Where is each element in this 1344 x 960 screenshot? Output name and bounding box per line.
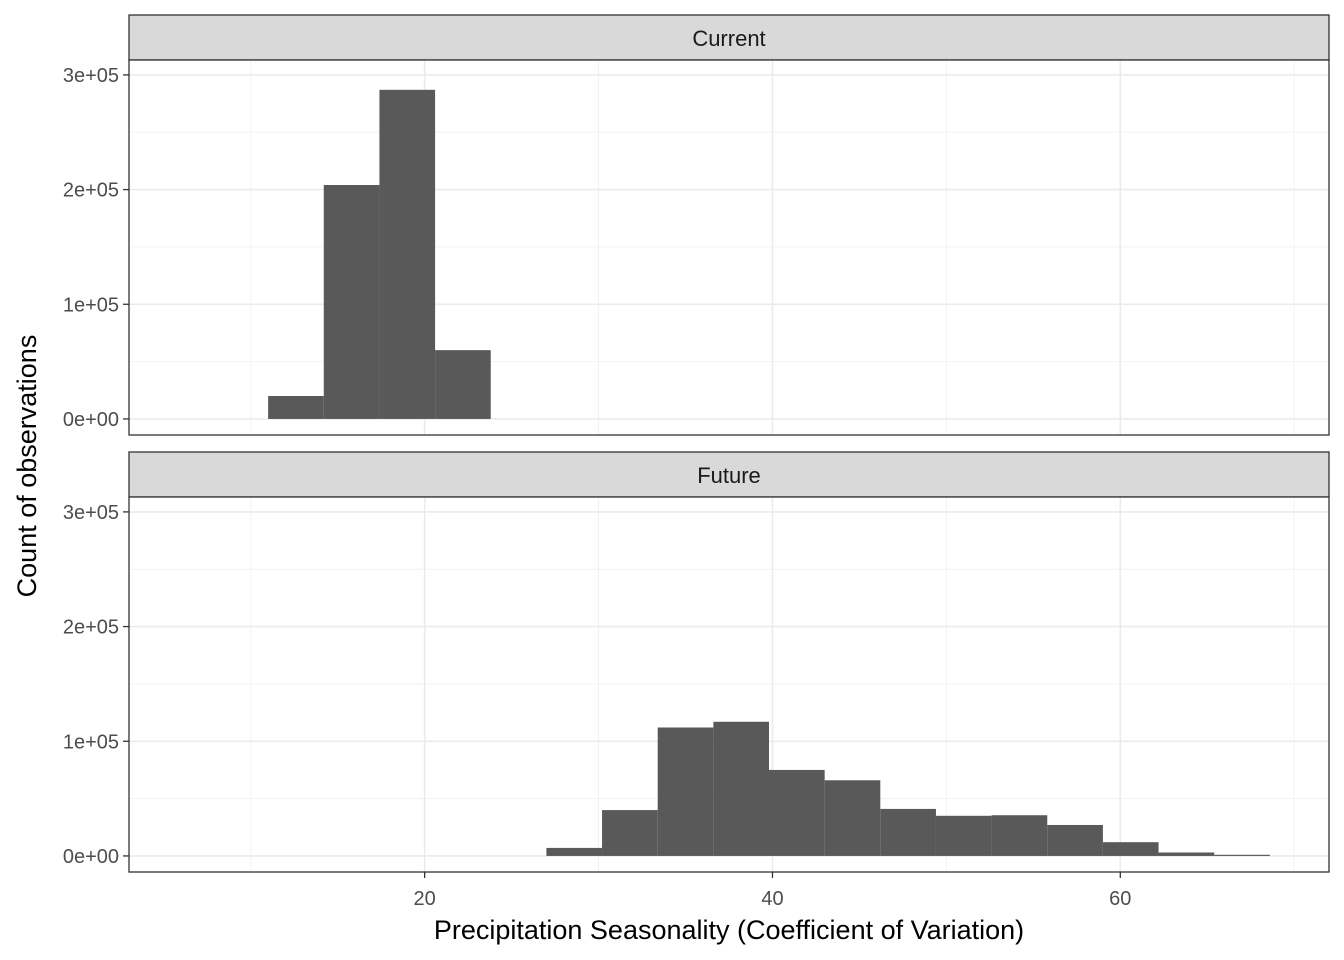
panel-plot-area-current: [129, 60, 1329, 435]
histogram-bar: [1047, 824, 1103, 856]
x-tick-label: 40: [761, 888, 783, 910]
y-axis-future: 0e+00 1e+05 2e+05 3e+05: [63, 502, 129, 868]
panel-border-current: [128, 59, 1330, 436]
histogram-bar: [1102, 842, 1159, 856]
histogram-bar: [935, 815, 992, 856]
histogram-bar: [991, 815, 1048, 856]
panel-current: Current 0e+00 1e+05 2e+05 3e+05: [63, 14, 1330, 436]
y-tick-label: 0e+00: [63, 409, 119, 431]
panel-border-future: [128, 496, 1330, 873]
panel-strip-future: [128, 451, 1330, 498]
histogram-bar: [713, 721, 769, 856]
histogram-bar: [824, 780, 881, 856]
x-tick-label: 60: [1109, 888, 1131, 910]
histogram-bar: [1214, 854, 1270, 856]
panel-future: Future 0e+00 1e+05 2e+05 3e+05: [63, 451, 1330, 873]
panel-strip-current: [128, 14, 1330, 61]
histogram-bar: [769, 769, 825, 856]
panel-bars-future: [546, 721, 1270, 856]
y-axis-current: 0e+00 1e+05 2e+05 3e+05: [63, 65, 129, 431]
y-axis-title: Count of observations: [12, 335, 42, 598]
histogram-bar: [1158, 852, 1215, 856]
y-tick-label: 2e+05: [63, 617, 119, 639]
panel-strip-label-future: Future: [697, 463, 761, 488]
x-axis-title: Precipitation Seasonality (Coefficient o…: [434, 915, 1024, 945]
histogram-bar: [657, 727, 714, 856]
y-tick-label: 2e+05: [63, 180, 119, 202]
histogram-bar: [880, 808, 936, 856]
histogram-bar: [268, 396, 324, 419]
x-tick-label: 20: [414, 888, 436, 910]
y-tick-label: 3e+05: [63, 65, 119, 87]
histogram-bar: [546, 847, 603, 856]
panel-strip-label-current: Current: [692, 26, 765, 51]
y-tick-label: 0e+00: [63, 846, 119, 868]
panel-bars-current: [268, 89, 491, 419]
y-tick-label: 1e+05: [63, 731, 119, 753]
histogram-bar: [602, 810, 658, 856]
x-axis: 20 40 60: [414, 872, 1131, 910]
y-tick-label: 1e+05: [63, 294, 119, 316]
histogram-bar: [435, 350, 491, 419]
histogram-bar: [323, 185, 380, 419]
histogram-bar: [379, 89, 436, 419]
y-tick-label: 3e+05: [63, 502, 119, 524]
